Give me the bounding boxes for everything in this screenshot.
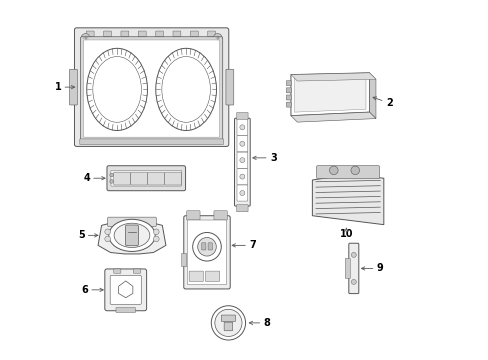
FancyBboxPatch shape <box>190 31 198 37</box>
FancyBboxPatch shape <box>207 243 212 250</box>
FancyBboxPatch shape <box>237 185 247 201</box>
FancyBboxPatch shape <box>138 31 146 37</box>
Ellipse shape <box>108 219 155 251</box>
FancyBboxPatch shape <box>236 112 247 120</box>
FancyBboxPatch shape <box>116 307 135 312</box>
FancyBboxPatch shape <box>207 31 215 37</box>
FancyBboxPatch shape <box>221 315 235 321</box>
FancyBboxPatch shape <box>187 220 226 285</box>
FancyBboxPatch shape <box>81 37 222 140</box>
FancyBboxPatch shape <box>69 69 77 105</box>
Text: 9: 9 <box>376 264 383 273</box>
FancyBboxPatch shape <box>103 31 111 37</box>
Circle shape <box>153 236 159 242</box>
Circle shape <box>240 125 244 130</box>
Circle shape <box>213 33 222 42</box>
Text: 7: 7 <box>249 240 256 250</box>
FancyBboxPatch shape <box>183 216 230 289</box>
Circle shape <box>240 190 244 195</box>
Circle shape <box>104 229 110 235</box>
FancyBboxPatch shape <box>164 172 181 185</box>
Polygon shape <box>290 73 369 116</box>
Circle shape <box>211 306 245 340</box>
FancyBboxPatch shape <box>285 88 291 93</box>
FancyBboxPatch shape <box>111 170 181 186</box>
FancyBboxPatch shape <box>114 269 121 273</box>
Circle shape <box>350 166 359 175</box>
Polygon shape <box>290 112 375 122</box>
FancyBboxPatch shape <box>285 95 291 100</box>
Polygon shape <box>312 175 383 225</box>
Circle shape <box>240 174 244 179</box>
Circle shape <box>81 33 90 42</box>
Text: 3: 3 <box>269 153 276 163</box>
Ellipse shape <box>93 57 141 122</box>
Circle shape <box>104 236 110 242</box>
FancyBboxPatch shape <box>237 152 247 168</box>
Circle shape <box>153 229 159 235</box>
Text: 10: 10 <box>339 229 352 239</box>
FancyBboxPatch shape <box>133 269 140 273</box>
FancyBboxPatch shape <box>181 253 186 267</box>
FancyBboxPatch shape <box>114 172 130 185</box>
Circle shape <box>350 252 356 257</box>
FancyBboxPatch shape <box>74 28 228 147</box>
FancyBboxPatch shape <box>285 81 291 86</box>
FancyBboxPatch shape <box>237 168 247 185</box>
FancyBboxPatch shape <box>80 139 223 145</box>
FancyBboxPatch shape <box>125 225 138 246</box>
FancyBboxPatch shape <box>205 271 219 282</box>
Ellipse shape <box>162 57 210 122</box>
Polygon shape <box>294 76 365 112</box>
FancyBboxPatch shape <box>237 119 247 135</box>
FancyBboxPatch shape <box>186 211 200 220</box>
FancyBboxPatch shape <box>285 102 291 107</box>
FancyBboxPatch shape <box>348 243 358 294</box>
Ellipse shape <box>86 48 147 130</box>
Text: 2: 2 <box>385 98 392 108</box>
FancyBboxPatch shape <box>189 271 203 282</box>
Text: 5: 5 <box>78 230 84 240</box>
FancyBboxPatch shape <box>234 118 250 206</box>
FancyBboxPatch shape <box>201 243 205 250</box>
FancyBboxPatch shape <box>224 322 232 331</box>
FancyBboxPatch shape <box>213 211 227 220</box>
FancyBboxPatch shape <box>155 31 163 37</box>
Polygon shape <box>290 73 375 81</box>
FancyBboxPatch shape <box>345 258 349 278</box>
Circle shape <box>110 180 113 183</box>
Circle shape <box>240 141 244 146</box>
FancyBboxPatch shape <box>110 275 141 304</box>
Circle shape <box>197 238 216 256</box>
Text: 6: 6 <box>81 285 88 295</box>
FancyBboxPatch shape <box>86 31 94 37</box>
FancyBboxPatch shape <box>130 172 147 185</box>
FancyBboxPatch shape <box>173 31 181 37</box>
FancyBboxPatch shape <box>121 31 128 37</box>
FancyBboxPatch shape <box>225 69 233 105</box>
FancyBboxPatch shape <box>107 166 185 191</box>
Circle shape <box>350 279 356 284</box>
FancyBboxPatch shape <box>83 40 219 137</box>
Text: 4: 4 <box>83 173 90 183</box>
Text: 8: 8 <box>263 318 270 328</box>
Ellipse shape <box>156 48 216 130</box>
Polygon shape <box>98 220 165 254</box>
FancyBboxPatch shape <box>237 136 247 152</box>
FancyBboxPatch shape <box>107 217 156 226</box>
Polygon shape <box>369 73 375 118</box>
Circle shape <box>329 166 337 175</box>
Ellipse shape <box>114 223 149 248</box>
FancyBboxPatch shape <box>147 172 164 185</box>
Circle shape <box>110 173 113 177</box>
Circle shape <box>192 233 221 261</box>
Text: 1: 1 <box>55 82 61 92</box>
FancyBboxPatch shape <box>316 166 379 179</box>
FancyBboxPatch shape <box>236 204 247 212</box>
FancyBboxPatch shape <box>104 269 146 311</box>
Circle shape <box>240 158 244 163</box>
Circle shape <box>214 309 242 337</box>
